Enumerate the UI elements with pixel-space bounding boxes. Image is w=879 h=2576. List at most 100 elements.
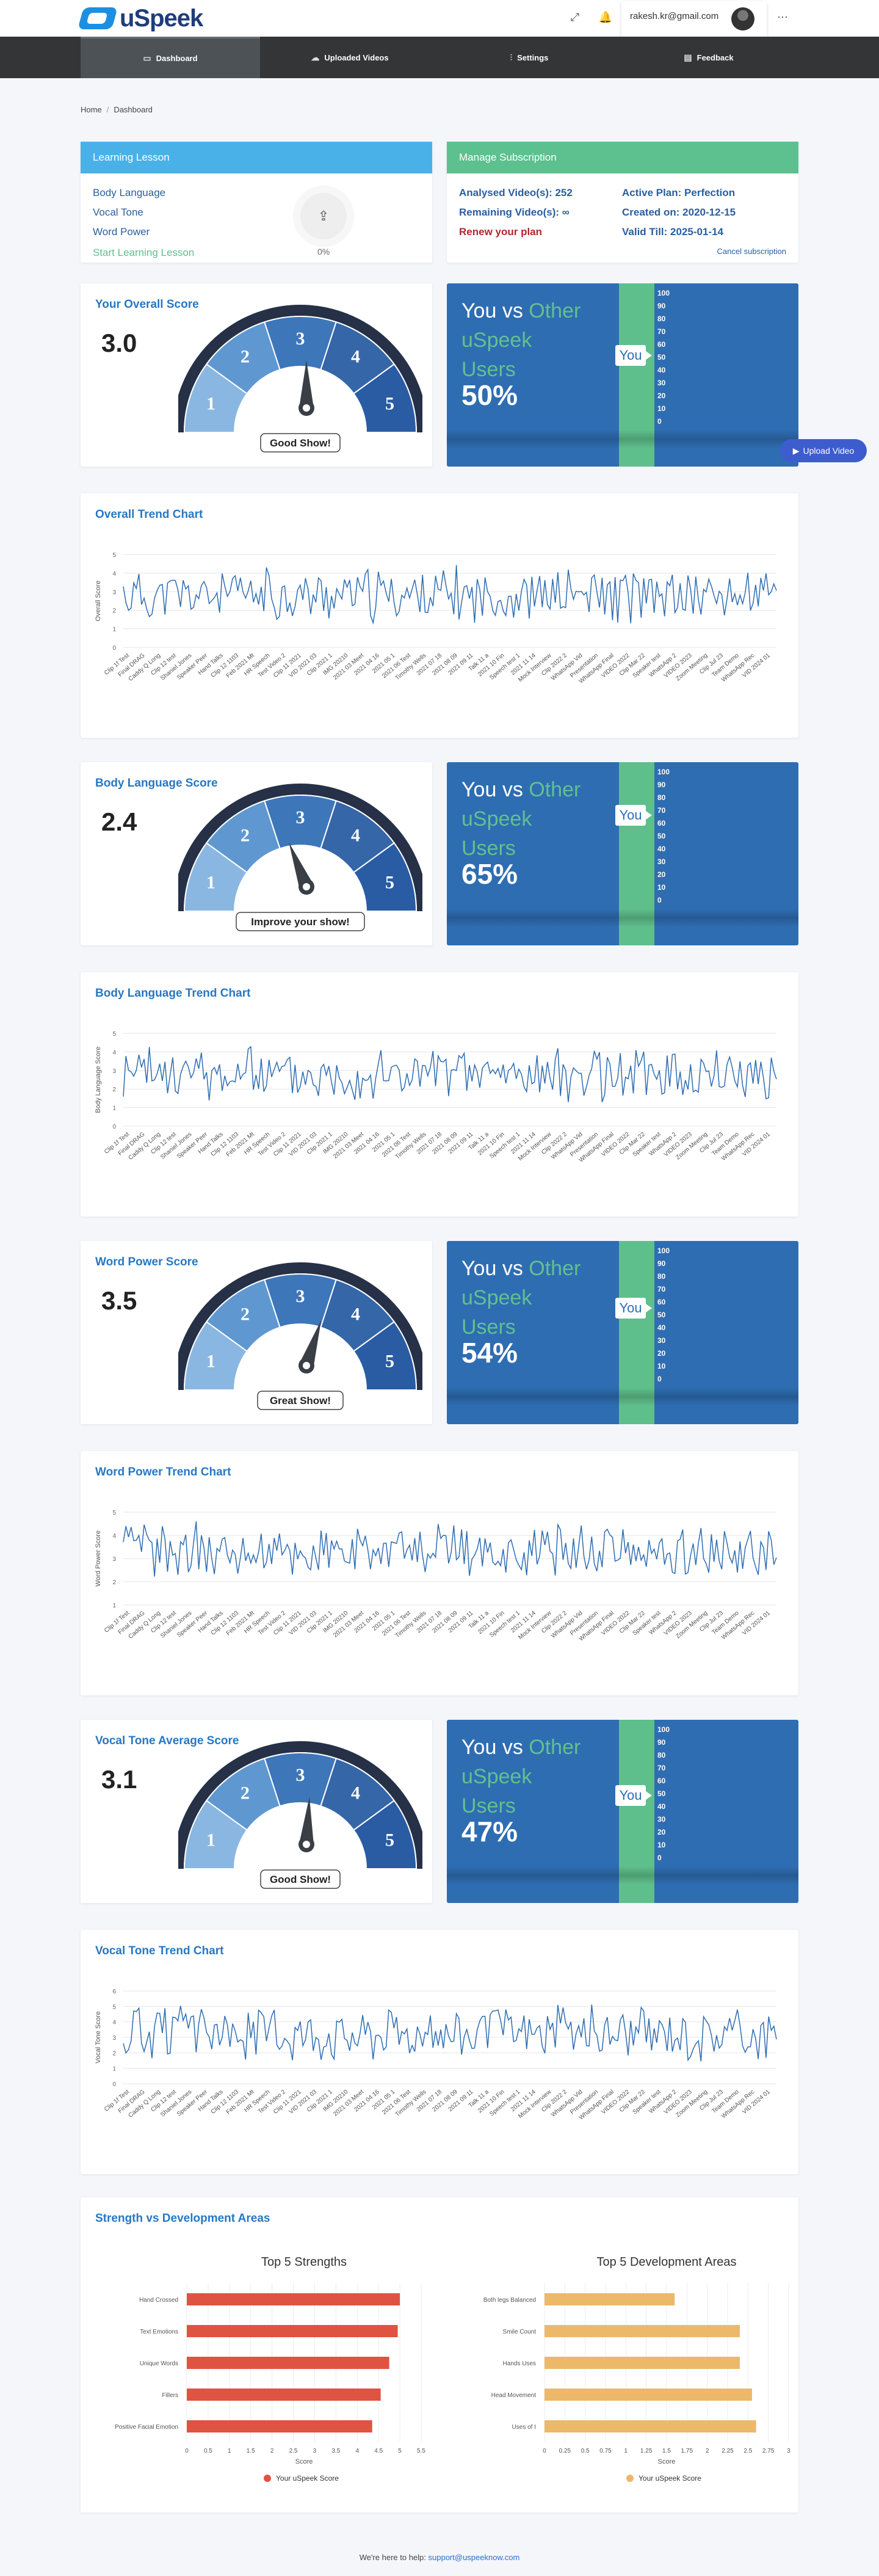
gauge-label: 4	[351, 346, 360, 366]
y-tick-label: 5	[112, 552, 116, 559]
gauge-segment	[205, 321, 281, 395]
scale-tick: 10	[657, 883, 666, 892]
score-gauge: 1 2 3 4 5 Good Show!	[178, 305, 422, 453]
scale-tick: 80	[657, 1272, 666, 1281]
gauge-verdict-box	[236, 912, 365, 931]
nav-dashboard[interactable]: ▭ Dashboard	[81, 37, 260, 78]
score-gauge: 1 2 3 4 5 Great Show!	[178, 1262, 422, 1410]
scale-tick: 0	[657, 417, 662, 426]
bar	[187, 2389, 381, 2401]
renew-plan-link[interactable]: Renew your plan	[459, 226, 543, 238]
compare-heading: You vs Other	[461, 299, 581, 322]
avatar[interactable]	[731, 7, 754, 31]
nav-label: Settings	[517, 53, 549, 62]
scale-tick: 20	[657, 1349, 666, 1358]
nav-feedback[interactable]: ▤ Feedback	[619, 37, 798, 78]
category-label: Both legs Balanced	[483, 2297, 536, 2304]
bell-icon[interactable]: 🔔	[598, 11, 613, 23]
category-label: Unique Words	[140, 2360, 178, 2367]
y-tick-label: 4	[112, 2020, 116, 2026]
trend-card: Overall Trend Chart 0 1 2 3 4 5 Overall Score C…	[81, 493, 798, 738]
active-plan: Active Plan: Perfection	[622, 187, 736, 198]
x-axis-label: Score	[658, 2458, 676, 2465]
gauge-segment	[205, 800, 281, 873]
score-gauge: 1 2 3 4 5 Good Show!	[178, 1741, 422, 1889]
gauge-label: 2	[241, 825, 250, 845]
more-icon[interactable]: ⋯	[777, 11, 788, 23]
y-axis-label: Word Power Score	[95, 1530, 102, 1587]
bar-chart-title: Top 5 Strengths	[261, 2255, 347, 2269]
scale-tick: 10	[657, 404, 666, 413]
gauge-label: 3	[296, 329, 305, 349]
gauge-label: 2	[241, 1304, 250, 1324]
x-tick-label: 0	[543, 2448, 546, 2454]
x-tick-label: 5.5	[417, 2448, 425, 2454]
learning-lesson-card: Learning Lesson Body Language Vocal Tone…	[81, 142, 432, 263]
percentile-strip	[619, 762, 654, 945]
compare-card: You vs Other uSpeek Users 65% 100 90 80 70 6…	[447, 762, 798, 945]
bar	[544, 2293, 675, 2305]
y-tick-label: 1	[112, 2066, 116, 2073]
breadcrumb-current: Dashboard	[114, 105, 153, 114]
y-tick-label: 5	[112, 1031, 116, 1038]
scale-tick: 40	[657, 366, 666, 374]
gauge-label: 4	[351, 825, 360, 845]
start-learning-link[interactable]: Start Learning Lesson	[93, 247, 195, 258]
cancel-subscription-link[interactable]: Cancel subscription	[717, 247, 786, 256]
gauge-verdict-box	[260, 1869, 341, 1889]
gauge-label: 4	[351, 1304, 360, 1324]
category-label: Fillers	[162, 2392, 178, 2399]
x-axis-label: Score	[295, 2458, 313, 2465]
expand-icon[interactable]: ⤢	[570, 11, 580, 23]
percentile-strip	[619, 283, 654, 467]
lesson-word-power[interactable]: Word Power	[93, 226, 150, 238]
score-title: Body Language Score	[95, 777, 218, 790]
gauge-segment	[320, 321, 396, 395]
scale-tick: 60	[657, 819, 666, 828]
scale-tick: 0	[657, 1375, 662, 1383]
created-on: Created on: 2020-12-15	[622, 206, 736, 218]
gauge-label: 1	[206, 1351, 215, 1371]
trend-card: Word Power Trend Chart 1 2 3 4 5 Word Power S…	[81, 1451, 798, 1695]
x-tick-label: 0.75	[599, 2448, 612, 2454]
lesson-body-language[interactable]: Body Language	[93, 187, 166, 198]
lesson-vocal-tone[interactable]: Vocal Tone	[93, 206, 143, 218]
gauge-segment	[320, 800, 396, 873]
nav-settings[interactable]: ⫶ Settings	[440, 37, 619, 78]
bar	[187, 2357, 389, 2369]
logo[interactable]: uSpeek	[78, 5, 203, 32]
upload-video-button[interactable]: ▶ Upload Video	[780, 439, 867, 462]
breadcrumb-home[interactable]: Home	[81, 105, 102, 114]
score-title: Vocal Tone Average Score	[95, 1734, 239, 1747]
score-title: Word Power Score	[95, 1256, 198, 1268]
x-tick-label: 2.25	[722, 2448, 734, 2454]
gauge-segment	[205, 1279, 281, 1352]
compare-users: Users	[461, 837, 516, 860]
bar	[544, 2357, 740, 2369]
category-label: Smile Count	[503, 2329, 537, 2335]
scale-tick: 80	[657, 1751, 666, 1759]
legend-marker	[264, 2475, 271, 2482]
compare-uspeek: uSpeek	[461, 807, 532, 831]
scale-tick: 30	[657, 1336, 666, 1345]
gauge-label: 5	[385, 393, 394, 413]
bar	[544, 2325, 740, 2337]
upload-video-label: Upload Video	[803, 446, 855, 456]
user-email: rakesh.kr@gmail.com	[630, 11, 719, 21]
scale-tick: 100	[657, 1725, 670, 1734]
nav-uploaded-videos[interactable]: ☁ Uploaded Videos	[260, 37, 440, 78]
scale-tick: 60	[657, 1298, 666, 1306]
x-tick-label: 1	[228, 2448, 231, 2454]
compare-heading: You vs Other	[461, 1257, 581, 1280]
gauge-verdict-box	[260, 433, 341, 453]
gauge-segment	[183, 842, 248, 912]
legend-label: Your uSpeek Score	[276, 2474, 339, 2483]
x-tick-label: 1.25	[640, 2448, 653, 2454]
user-menu[interactable]: rakesh.kr@gmail.com	[621, 1, 767, 42]
support-email-link[interactable]: support@uspeeknow.com	[428, 2553, 520, 2562]
gauge-segment	[352, 842, 418, 912]
scale-tick: 10	[657, 1362, 666, 1370]
share-icon[interactable]: ⇪	[293, 186, 354, 247]
gauge-segment	[320, 1758, 396, 1831]
